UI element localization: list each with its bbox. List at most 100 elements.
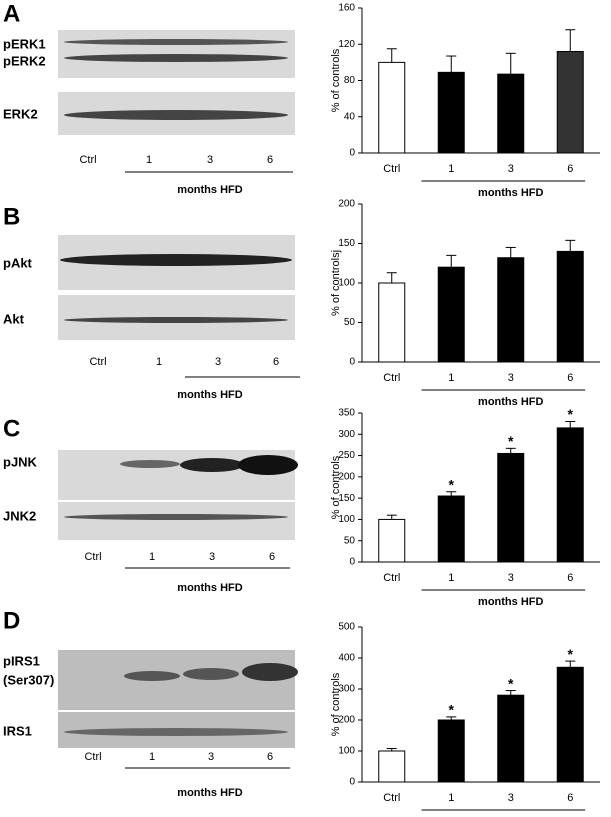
group-label: months HFD <box>478 816 543 817</box>
y-tick-label: 350 <box>338 408 355 419</box>
lane-label: Ctrl <box>79 154 96 166</box>
x-tick-label: 3 <box>508 372 514 384</box>
bar <box>378 518 406 563</box>
panel-letter: D <box>3 607 20 634</box>
x-tick-label: Ctrl <box>383 792 400 804</box>
band <box>238 455 298 475</box>
x-tick-label: Ctrl <box>383 163 400 175</box>
blot <box>58 502 295 540</box>
y-axis-label: % of controlsj <box>330 250 342 316</box>
bar <box>556 666 584 783</box>
lane-label: Ctrl <box>84 751 101 763</box>
blot <box>58 30 295 78</box>
y-tick-label: 300 <box>338 684 355 695</box>
y-tick-label: 300 <box>338 429 355 440</box>
significance: * <box>449 702 455 718</box>
blot-label: ERK2 <box>3 106 38 121</box>
group-label: months HFD <box>478 396 543 408</box>
lane-label: 6 <box>267 751 273 763</box>
blot-label: IRS1 <box>3 723 32 738</box>
lane-label: 1 <box>156 356 162 368</box>
bar <box>556 427 584 563</box>
blot-label: pERK2 <box>3 53 46 68</box>
band <box>64 514 288 520</box>
band <box>124 671 180 681</box>
lane-label: 3 <box>209 551 215 563</box>
band <box>242 663 298 681</box>
lane-label: 1 <box>149 551 155 563</box>
band <box>64 728 288 736</box>
significance: * <box>568 406 574 422</box>
panel-letter: C <box>3 415 20 442</box>
lane-label: 1 <box>146 154 152 166</box>
lane-label: 6 <box>269 551 275 563</box>
panel-letter: B <box>3 203 20 230</box>
band <box>60 254 292 266</box>
significance: * <box>568 646 574 662</box>
significance: * <box>508 675 514 691</box>
bar <box>378 750 406 783</box>
y-axis-label: % of controls <box>330 672 342 736</box>
x-tick-label: Ctrl <box>383 372 400 384</box>
y-tick-label: 200 <box>338 715 355 726</box>
lane-label: 6 <box>267 154 273 166</box>
significance: * <box>508 433 514 449</box>
group-label: months HFD <box>177 582 242 594</box>
band <box>64 39 288 45</box>
bar <box>497 73 525 154</box>
bar <box>497 257 525 363</box>
y-axis-label: % of controls <box>330 48 342 112</box>
y-tick-label: 50 <box>344 317 356 328</box>
blot <box>58 650 295 710</box>
band <box>183 668 239 680</box>
significance: * <box>449 476 455 492</box>
group-label: months HFD <box>177 184 242 196</box>
y-tick-label: 120 <box>338 39 355 50</box>
bar <box>437 266 465 363</box>
y-tick-label: 80 <box>344 75 356 86</box>
bar <box>556 250 584 363</box>
y-tick-label: 50 <box>344 535 356 546</box>
panel-letter: A <box>3 0 20 27</box>
lane-label: 3 <box>207 154 213 166</box>
bar <box>437 495 465 563</box>
y-tick-label: 500 <box>338 622 355 633</box>
bar <box>378 61 406 154</box>
bar <box>497 694 525 783</box>
blot-label: Akt <box>3 311 25 326</box>
y-tick-label: 150 <box>338 238 355 249</box>
group-label: months HFD <box>177 389 242 401</box>
x-tick-label: 1 <box>448 372 454 384</box>
band <box>64 54 288 62</box>
y-tick-label: 0 <box>349 557 355 568</box>
x-tick-label: 6 <box>567 372 573 384</box>
bar <box>437 719 465 783</box>
band <box>180 458 244 472</box>
band <box>120 460 180 468</box>
y-tick-label: 40 <box>344 111 356 122</box>
bar <box>497 452 525 563</box>
lane-label: 1 <box>149 751 155 763</box>
y-tick-label: 200 <box>338 199 355 210</box>
blot-label: pIRS1 <box>3 653 40 668</box>
group-label: months HFD <box>177 787 242 799</box>
bar <box>378 282 406 363</box>
x-tick-label: 1 <box>448 572 454 584</box>
y-tick-label: 150 <box>338 493 355 504</box>
lane-label: Ctrl <box>84 551 101 563</box>
y-tick-label: 100 <box>338 514 355 525</box>
x-tick-label: Ctrl <box>383 572 400 584</box>
x-tick-label: 1 <box>448 163 454 175</box>
band <box>64 110 288 120</box>
y-tick-label: 160 <box>338 3 355 14</box>
x-tick-label: 3 <box>508 163 514 175</box>
lane-label: 6 <box>273 356 279 368</box>
bar <box>437 71 465 154</box>
group-label: months HFD <box>478 187 543 199</box>
y-tick-label: 0 <box>349 148 355 159</box>
y-tick-label: 250 <box>338 450 355 461</box>
blot-label: (Ser307) <box>3 672 54 687</box>
lane-label: Ctrl <box>89 356 106 368</box>
x-tick-label: 1 <box>448 792 454 804</box>
